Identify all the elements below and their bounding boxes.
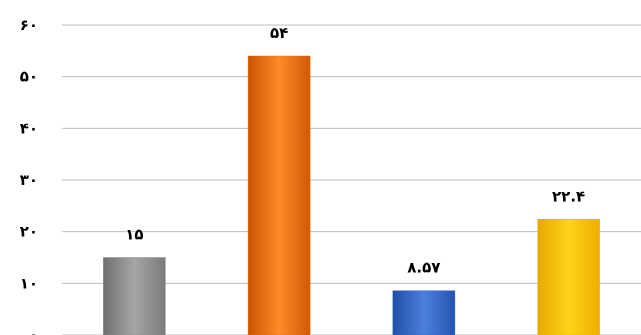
bar [103, 257, 166, 335]
bar [247, 55, 311, 335]
data-label: ۱۵ [125, 226, 143, 244]
bar [392, 290, 456, 335]
y-tick-label: ۲۰ [20, 223, 38, 241]
data-label: ۵۴ [270, 24, 288, 42]
y-tick-label: ۱۰ [20, 274, 38, 292]
data-label: ۸.۵۷ [407, 259, 440, 277]
y-tick-label: ۶۰ [20, 16, 38, 34]
y-tick-label: ۴۰ [20, 119, 38, 137]
y-axis-ticks: ۰ ۱۰ ۲۰ ۳۰ ۴۰ ۵۰ ۶۰ [20, 16, 38, 335]
y-tick-label: ۰ [29, 326, 38, 335]
data-labels: ۱۵ ۵۴ ۸.۵۷ ۲۲.۴ [125, 24, 585, 277]
y-tick-label: ۵۰ [20, 68, 38, 86]
data-label: ۲۲.۴ [552, 187, 585, 205]
bar [537, 219, 600, 335]
bars [103, 55, 600, 335]
y-tick-label: ۳۰ [20, 171, 38, 189]
